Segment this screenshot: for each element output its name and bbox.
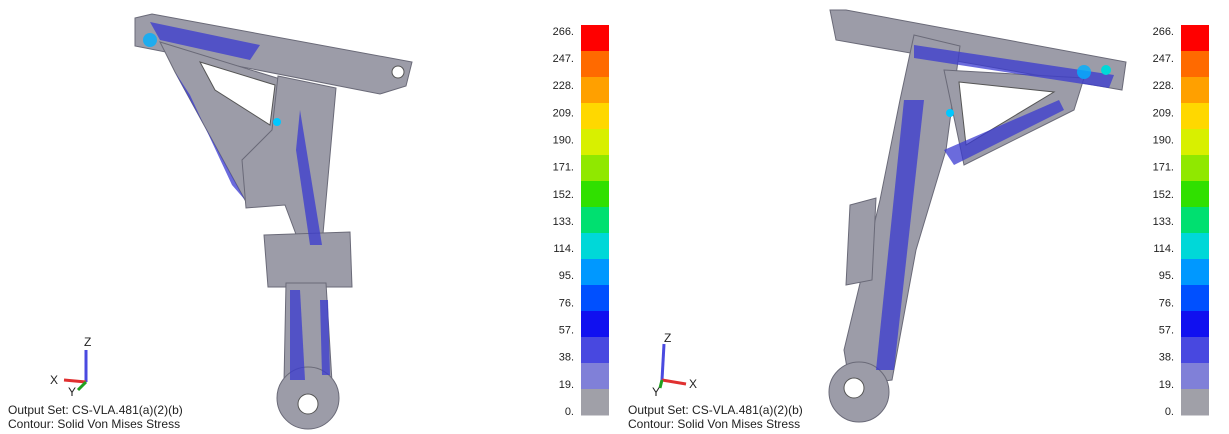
legend-band — [581, 25, 609, 52]
output-set: Output Set: CS-VLA.481(a)(2)(b) — [8, 403, 183, 417]
legend-label: 57. — [1159, 324, 1174, 336]
axis-label: X — [50, 373, 58, 387]
axis-triad: Z X Y — [50, 335, 91, 399]
legend-label: 76. — [1159, 297, 1174, 309]
legend-label: 152. — [553, 189, 574, 201]
legend-label: 114. — [553, 243, 574, 255]
panel: Z X Y Output Set: CS-VLA.481(a)(2)(b) Co… — [8, 13, 609, 431]
panel: Z X Y Output Set: CS-VLA.481(a)(2)(b) Co… — [628, 9, 1209, 431]
legend-label: 95. — [1159, 270, 1174, 282]
color-legend: 266. 247. 228. 209. 190. 171. 152. 133. 114. 95. 7… — [553, 25, 609, 418]
legend-band — [581, 311, 609, 338]
output-set: Output Set: CS-VLA.481(a)(2)(b) — [628, 403, 803, 417]
axis-label: X — [689, 377, 697, 391]
legend-band — [581, 337, 609, 364]
legend-label: 247. — [1153, 53, 1174, 65]
legend-label: 95. — [559, 270, 574, 282]
legend-band — [1181, 259, 1209, 286]
axis-label: Z — [664, 331, 671, 345]
legend-band — [581, 285, 609, 312]
legend-band — [1181, 311, 1209, 338]
model — [828, 9, 1127, 423]
legend-band — [581, 181, 609, 208]
legend-label: 19. — [559, 379, 574, 391]
legend-label: 266. — [1153, 26, 1174, 38]
color-legend: 266. 247. 228. 209. 190. 171. 152. 133. 114. 95. 7… — [1153, 25, 1209, 418]
legend-band — [1181, 103, 1209, 130]
legend-label: 171. — [553, 162, 574, 174]
legend-band — [581, 129, 609, 156]
legend-label: 190. — [1153, 134, 1174, 146]
contour-type: Contour: Solid Von Mises Stress — [628, 417, 800, 431]
legend-band — [581, 103, 609, 130]
legend-band — [581, 155, 609, 182]
axis-label: Y — [68, 385, 76, 399]
legend-label: 190. — [553, 134, 574, 146]
legend-label: 266. — [553, 26, 574, 38]
legend-band — [1181, 181, 1209, 208]
axis-triad: Z X Y — [652, 331, 697, 399]
legend-band — [1181, 51, 1209, 78]
legend-band — [1181, 389, 1209, 416]
legend-label: 171. — [1153, 162, 1174, 174]
legend-band — [1181, 129, 1209, 156]
legend-band — [1181, 155, 1209, 182]
legend-band — [581, 363, 609, 390]
legend-band — [581, 259, 609, 286]
legend-label: 19. — [1159, 379, 1174, 391]
legend-label: 38. — [1159, 352, 1174, 364]
legend-band — [1181, 285, 1209, 312]
legend-label: 114. — [1153, 243, 1174, 255]
axis-label: Z — [84, 335, 91, 349]
legend-band — [581, 207, 609, 234]
legend-label: 57. — [559, 324, 574, 336]
legend-label: 247. — [553, 53, 574, 65]
contour-type: Contour: Solid Von Mises Stress — [8, 417, 180, 431]
legend-label: 209. — [1153, 107, 1174, 119]
legend-band — [581, 51, 609, 78]
legend-band — [1181, 363, 1209, 390]
legend-label: 133. — [1153, 216, 1174, 228]
legend-band — [1181, 77, 1209, 104]
legend-band — [1181, 207, 1209, 234]
legend-label: 209. — [553, 107, 574, 119]
legend-band — [1181, 25, 1209, 52]
legend-label: 38. — [559, 352, 574, 364]
legend-label: 152. — [1153, 189, 1174, 201]
legend-label: 133. — [553, 216, 574, 228]
legend-band — [581, 389, 609, 416]
legend-band — [581, 77, 609, 104]
legend-label: 228. — [553, 80, 574, 92]
legend-label: 0. — [1165, 406, 1174, 418]
legend-band — [1181, 233, 1209, 260]
model — [134, 13, 413, 430]
axis-label: Y — [652, 385, 660, 399]
legend-label: 0. — [565, 406, 574, 418]
legend-band — [1181, 337, 1209, 364]
legend-label: 76. — [559, 297, 574, 309]
legend-band — [581, 233, 609, 260]
legend-label: 228. — [1153, 80, 1174, 92]
